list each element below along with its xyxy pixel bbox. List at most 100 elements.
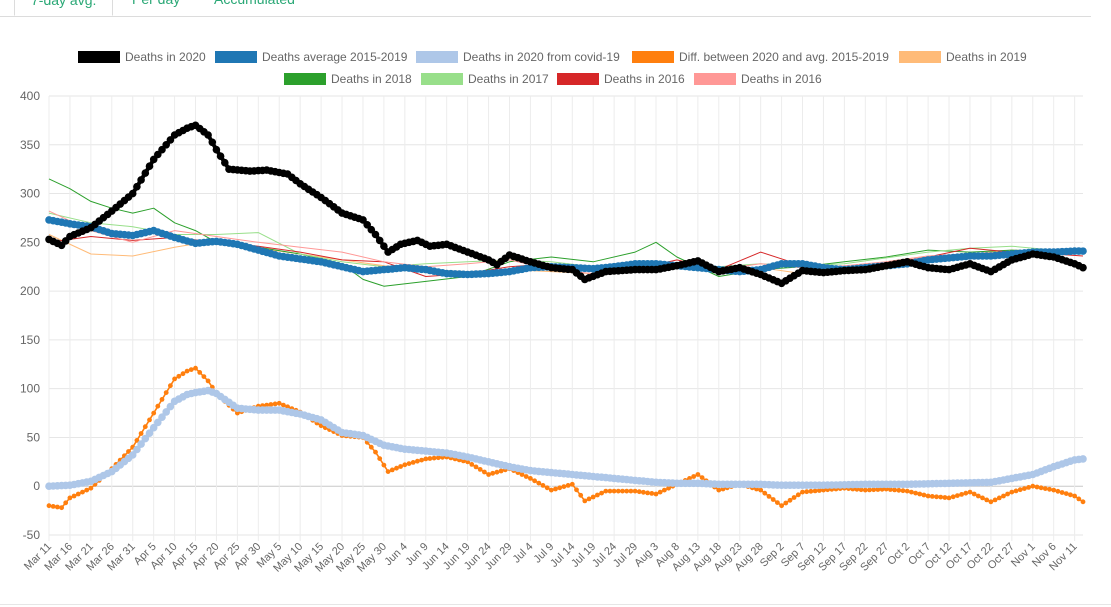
series-point bbox=[984, 497, 990, 503]
series-point bbox=[775, 500, 780, 505]
tab-accumulated[interactable]: Accumulated bbox=[198, 0, 311, 16]
series-point bbox=[80, 489, 85, 495]
series-point bbox=[216, 152, 225, 160]
legend-item[interactable]: Deaths in 2020 bbox=[78, 50, 206, 64]
series-point bbox=[662, 487, 667, 493]
series-point bbox=[1063, 491, 1069, 496]
x-tick-label: Jul 4 bbox=[511, 541, 536, 566]
series-5 bbox=[48, 178, 1084, 287]
series-point bbox=[158, 413, 166, 422]
series-point bbox=[1076, 496, 1082, 502]
series-point bbox=[808, 488, 814, 494]
legend-label: Deaths in 2019 bbox=[946, 50, 1027, 64]
series-point bbox=[134, 438, 140, 443]
series-point bbox=[603, 488, 609, 494]
series-point bbox=[205, 378, 211, 384]
legend-item[interactable]: Deaths in 2018 bbox=[284, 72, 412, 86]
series-point bbox=[862, 487, 868, 493]
series-point bbox=[276, 400, 282, 406]
series-point bbox=[569, 481, 575, 487]
series-point bbox=[212, 145, 221, 154]
series-point bbox=[473, 464, 479, 470]
series-point bbox=[154, 418, 162, 427]
series-point bbox=[137, 176, 145, 184]
series-point bbox=[1042, 486, 1048, 491]
series-point bbox=[162, 408, 170, 416]
series-point bbox=[193, 365, 198, 371]
series-point bbox=[389, 467, 395, 473]
y-tick-label: 100 bbox=[20, 382, 40, 396]
series-point bbox=[184, 368, 190, 374]
series-point bbox=[963, 490, 969, 496]
legend[interactable]: Deaths in 2020 Deaths average 2015-2019 De… bbox=[78, 50, 1027, 86]
series-point bbox=[145, 429, 154, 438]
series-point bbox=[494, 469, 500, 475]
series-point bbox=[536, 480, 542, 486]
legend-item[interactable]: Deaths in 2016 bbox=[557, 72, 685, 86]
series-point bbox=[59, 505, 64, 511]
series-point bbox=[380, 242, 388, 250]
series-point bbox=[565, 483, 571, 488]
legend-item[interactable]: Deaths in 2019 bbox=[899, 50, 1027, 64]
series-point bbox=[368, 444, 374, 450]
series-point bbox=[946, 495, 952, 501]
series-point bbox=[498, 468, 504, 474]
series-point bbox=[1079, 455, 1087, 463]
series-point bbox=[1022, 486, 1027, 491]
series-point bbox=[955, 493, 960, 498]
series-point bbox=[766, 494, 772, 499]
series-point bbox=[1068, 492, 1073, 498]
series-point bbox=[595, 492, 600, 498]
series-point bbox=[151, 410, 157, 416]
series-point bbox=[821, 487, 826, 493]
series-point bbox=[988, 499, 994, 505]
x-tick-label: Oct 2 bbox=[885, 541, 912, 568]
series-point bbox=[971, 491, 977, 497]
series-point bbox=[141, 169, 150, 177]
legend-item[interactable]: Deaths in 2020 from covid-19 bbox=[416, 50, 620, 64]
series-point bbox=[1038, 485, 1044, 491]
legend-swatch bbox=[694, 73, 736, 85]
legend-item[interactable]: Deaths average 2015-2019 bbox=[215, 50, 408, 64]
legend-item[interactable]: Deaths in 2016 bbox=[694, 72, 822, 86]
footer-divider bbox=[0, 604, 1111, 605]
series-point bbox=[208, 138, 217, 147]
legend-swatch bbox=[215, 51, 257, 63]
series-point bbox=[607, 488, 613, 494]
series-point bbox=[867, 487, 872, 493]
legend-item[interactable]: Diff. between 2020 and avg. 2015-2019 bbox=[632, 50, 889, 64]
legend-item[interactable]: Deaths in 2017 bbox=[421, 72, 549, 86]
series-point bbox=[699, 475, 705, 480]
series-point bbox=[46, 503, 52, 509]
series-point bbox=[666, 485, 671, 491]
series-point bbox=[561, 484, 567, 489]
series-point bbox=[967, 489, 973, 495]
legend-swatch bbox=[899, 51, 941, 63]
legend-label: Deaths in 2020 from covid-19 bbox=[463, 50, 620, 64]
series-point bbox=[188, 367, 194, 372]
x-tick-label: Jun 4 bbox=[382, 541, 410, 569]
series-point bbox=[1005, 491, 1010, 497]
series-point bbox=[879, 486, 885, 492]
legend-label: Deaths average 2015-2019 bbox=[262, 50, 408, 64]
tab-7-day-avg[interactable]: 7-day avg. bbox=[14, 0, 114, 16]
series-point bbox=[904, 488, 910, 494]
series-0 bbox=[45, 121, 1087, 288]
series-point bbox=[137, 440, 145, 448]
series-point bbox=[172, 376, 178, 382]
series-point bbox=[996, 495, 1002, 501]
series-point bbox=[548, 487, 554, 493]
series-point bbox=[1079, 247, 1087, 255]
series-point bbox=[1034, 484, 1040, 490]
series-3 bbox=[46, 365, 1086, 511]
series-point bbox=[406, 461, 412, 466]
series-point bbox=[141, 434, 150, 443]
series-point bbox=[145, 162, 154, 170]
series-point bbox=[716, 487, 722, 493]
tab-per-day[interactable]: Per day bbox=[116, 0, 196, 16]
series-point bbox=[147, 417, 152, 423]
series-point bbox=[787, 497, 793, 503]
y-tick-label: 200 bbox=[20, 284, 40, 298]
series-point bbox=[159, 397, 165, 402]
